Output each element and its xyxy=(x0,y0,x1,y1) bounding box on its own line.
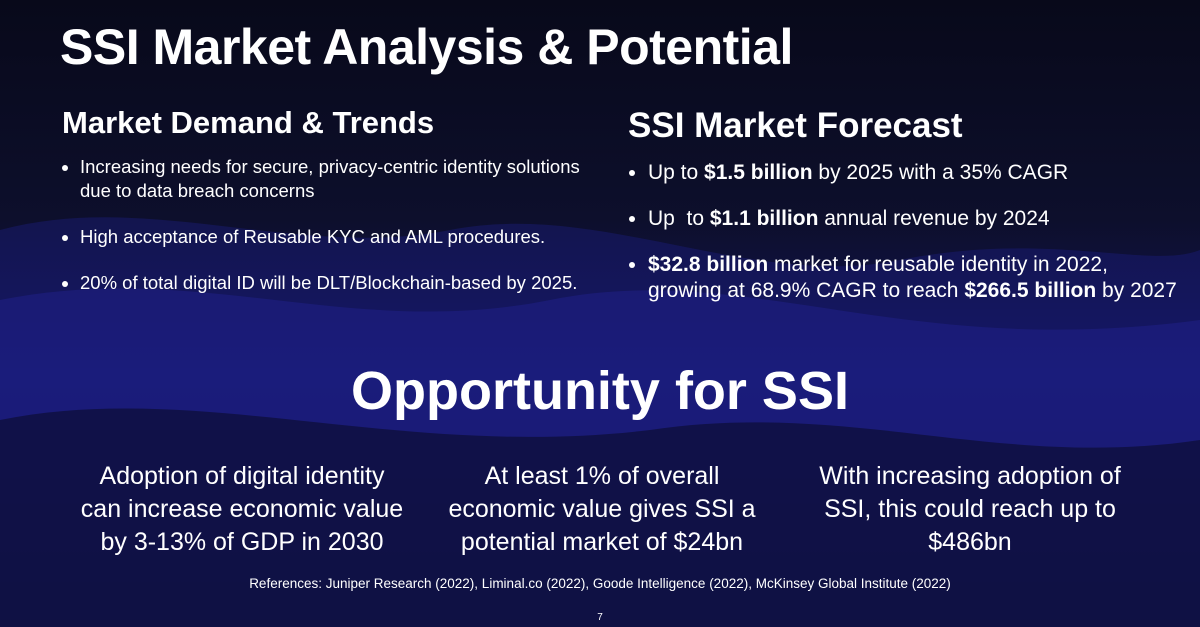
slide-title: SSI Market Analysis & Potential xyxy=(60,19,793,75)
bullet: $32.8 billion market for reusable identi… xyxy=(648,252,1178,304)
text: annual revenue by 2024 xyxy=(818,207,1050,230)
section-heading: Market Demand & Trends xyxy=(62,105,435,140)
references: References: Juniper Research (2022), Lim… xyxy=(249,576,951,591)
text: Up to xyxy=(648,161,705,184)
section-heading: Opportunity for SSI xyxy=(351,361,849,421)
section-heading: SSI Market Forecast xyxy=(628,106,963,145)
bold-text: $32.8 billion xyxy=(648,253,769,276)
bullet: High acceptance of Reusable KYC and AML … xyxy=(80,225,600,249)
bullet: 20% of total digital ID will be DLT/Bloc… xyxy=(80,271,600,295)
bullet-list: Increasing needs for secure, privacy-cen… xyxy=(60,155,600,317)
opportunity-item: With increasing adoption of SSI, this co… xyxy=(819,462,1121,556)
text: by 2027 xyxy=(1096,279,1177,302)
opportunity-item: At least 1% of overall economic value gi… xyxy=(448,462,756,556)
bold-text: $1.5 billion xyxy=(704,161,813,184)
text: by 2025 with a 35% CAGR xyxy=(812,161,1069,184)
opportunity-item: Adoption of digital identity can increas… xyxy=(80,462,404,556)
bullet-list: Up to $1.5 billion by 2025 with a 35% CA… xyxy=(628,160,1178,324)
text: market for reusable identity in 2022, gr… xyxy=(648,253,1114,302)
text: Up to xyxy=(648,207,710,230)
bullet: Increasing needs for secure, privacy-cen… xyxy=(80,155,600,203)
bullet: Up to $1.5 billion by 2025 with a 35% CA… xyxy=(648,160,1178,186)
bold-text: $1.1 billion xyxy=(709,207,819,230)
bullet: Up to $1.1 billion annual revenue by 202… xyxy=(648,206,1178,232)
bold-text: $266.5 billion xyxy=(964,279,1097,302)
page-number: 7 xyxy=(597,612,603,623)
